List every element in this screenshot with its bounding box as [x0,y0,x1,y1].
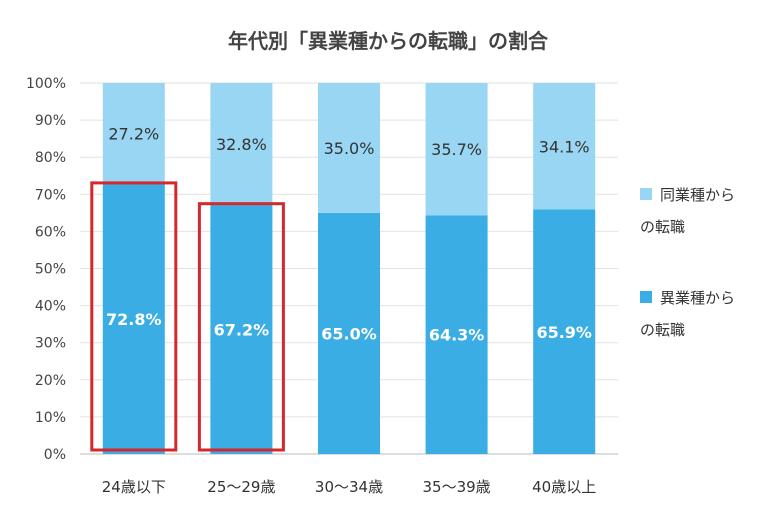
data-label: 67.2% [214,320,270,339]
y-tick-label: 100% [26,76,66,92]
legend-label: 異業種から [660,289,735,307]
x-axis: 24歳以下 25～29歳 30～34歳 35～39歳 40歳以上 [102,478,596,496]
y-tick-label: 50% [35,262,66,278]
bar-segment [210,83,273,205]
data-label: 35.7% [431,140,482,159]
data-label: 35.0% [324,139,375,158]
bar-segment [318,212,380,454]
y-tick-label: 30% [35,336,66,352]
y-tick-label: 80% [35,150,66,166]
legend-label: の転職 [640,321,685,339]
bar-segment [102,183,165,455]
chart-title: 年代別「異業種からの転職」の割合 [228,29,549,53]
bar-segment [210,204,273,454]
y-tick-label: 40% [35,299,66,315]
bar-segment [533,209,596,454]
highlight-boxes [90,181,285,452]
x-tick-label: 25～29歳 [207,478,275,496]
data-label: 65.0% [321,324,377,343]
legend-label: 同業種から [660,186,735,204]
x-tick-label: 24歳以下 [102,478,166,496]
y-tick-label: 10% [35,410,66,426]
data-label: 65.9% [536,323,592,342]
data-label: 34.1% [539,137,590,156]
y-axis: 0% 10% 20% 30% 40% 50% 60% 70% 80% 90% 100% [26,76,66,463]
bar-segment [102,83,165,184]
y-tick-label: 20% [35,373,66,389]
data-label: 32.8% [216,135,267,154]
y-tick-label: 0% [44,447,66,463]
bar-segment [318,83,380,213]
data-label: 64.3% [429,326,485,345]
y-tick-label: 90% [35,113,66,129]
bar-segment [425,215,488,454]
x-tick-label: 35～39歳 [423,478,491,496]
y-tick-label: 70% [35,187,66,203]
x-tick-label: 30～34歳 [315,478,383,496]
legend-swatch [640,291,652,303]
legend-swatch [640,188,652,200]
highlight-box [90,181,178,452]
x-tick-label: 40歳以上 [532,478,596,496]
bars: 72.8% 27.2% 67.2% 32.8% 65.0% 35.0% 64.3% 35.7%… [102,83,596,455]
bar-segment [533,83,596,210]
legend-label: の転職 [640,218,685,236]
data-label: 27.2% [108,124,159,143]
data-label: 72.8% [106,310,162,329]
bar-segment [425,83,488,216]
y-tick-label: 60% [35,224,66,240]
highlight-box [197,202,285,452]
